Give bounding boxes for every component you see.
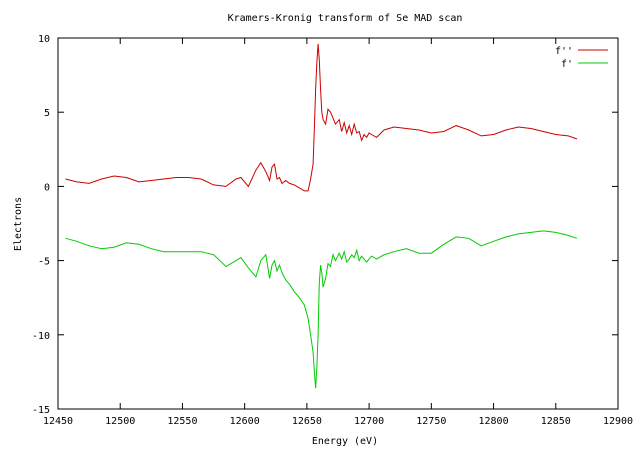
series-line-f-prime	[65, 230, 578, 389]
y-tick-label: -15	[32, 405, 50, 416]
x-tick-label: 12550	[167, 416, 197, 427]
y-axis-label: Electrons	[13, 197, 24, 251]
y-tick-label: 5	[44, 108, 50, 119]
y-tick-label: -10	[32, 331, 50, 342]
y-tick-label: 0	[44, 182, 50, 193]
x-tick-label: 12900	[603, 416, 633, 427]
x-tick-label: 12800	[479, 416, 509, 427]
x-tick-label: 12700	[354, 416, 384, 427]
x-tick-label: 12750	[416, 416, 446, 427]
plot-frame	[57, 37, 619, 410]
x-tick-label: 12600	[230, 416, 260, 427]
y-tick-label: -5	[38, 257, 50, 268]
x-axis-label: Energy (eV)	[312, 436, 378, 447]
x-tick-label: 12450	[43, 416, 73, 427]
x-tick-label: 12850	[541, 416, 571, 427]
legend: f'' f'	[555, 46, 608, 70]
plot-series	[65, 43, 578, 389]
x-tick-label: 12650	[292, 416, 322, 427]
y-tick-label: 10	[38, 34, 50, 45]
chart-title: Kramers-Kronig transform of Se MAD scan	[228, 13, 463, 24]
legend-label: f''	[555, 46, 573, 57]
series-line-f-double-prime	[65, 43, 578, 192]
x-tick-label: 12500	[105, 416, 135, 427]
legend-label: f'	[561, 59, 573, 70]
